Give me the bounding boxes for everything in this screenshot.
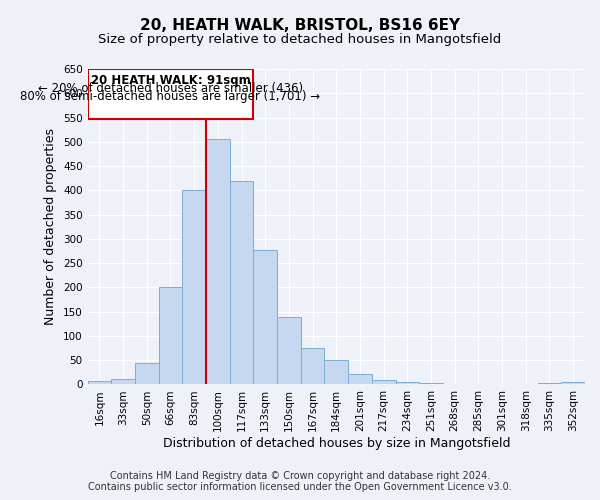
Bar — [88, 380, 111, 384]
Text: Size of property relative to detached houses in Mangotsfield: Size of property relative to detached ho… — [98, 32, 502, 46]
Bar — [395, 382, 419, 384]
Text: ← 20% of detached houses are smaller (436): ← 20% of detached houses are smaller (43… — [38, 82, 303, 95]
Bar — [562, 382, 585, 384]
Bar — [135, 362, 158, 384]
Text: Contains HM Land Registry data © Crown copyright and database right 2024.
Contai: Contains HM Land Registry data © Crown c… — [88, 471, 512, 492]
Bar — [325, 360, 348, 384]
Bar — [182, 190, 206, 384]
Bar — [158, 288, 182, 384]
Text: 20, HEATH WALK, BRISTOL, BS16 6EY: 20, HEATH WALK, BRISTOL, BS16 6EY — [140, 18, 460, 32]
X-axis label: Distribution of detached houses by size in Mangotsfield: Distribution of detached houses by size … — [163, 437, 510, 450]
Bar — [253, 250, 277, 384]
Bar — [277, 318, 301, 384]
Text: 20 HEATH WALK: 91sqm: 20 HEATH WALK: 91sqm — [91, 74, 250, 87]
Bar — [372, 380, 395, 384]
Bar — [348, 374, 372, 384]
Bar — [206, 140, 230, 384]
Bar — [230, 180, 253, 384]
Bar — [111, 378, 135, 384]
Text: 80% of semi-detached houses are larger (1,701) →: 80% of semi-detached houses are larger (… — [20, 90, 320, 103]
FancyBboxPatch shape — [88, 69, 253, 118]
Bar — [301, 348, 325, 385]
Y-axis label: Number of detached properties: Number of detached properties — [44, 128, 58, 325]
